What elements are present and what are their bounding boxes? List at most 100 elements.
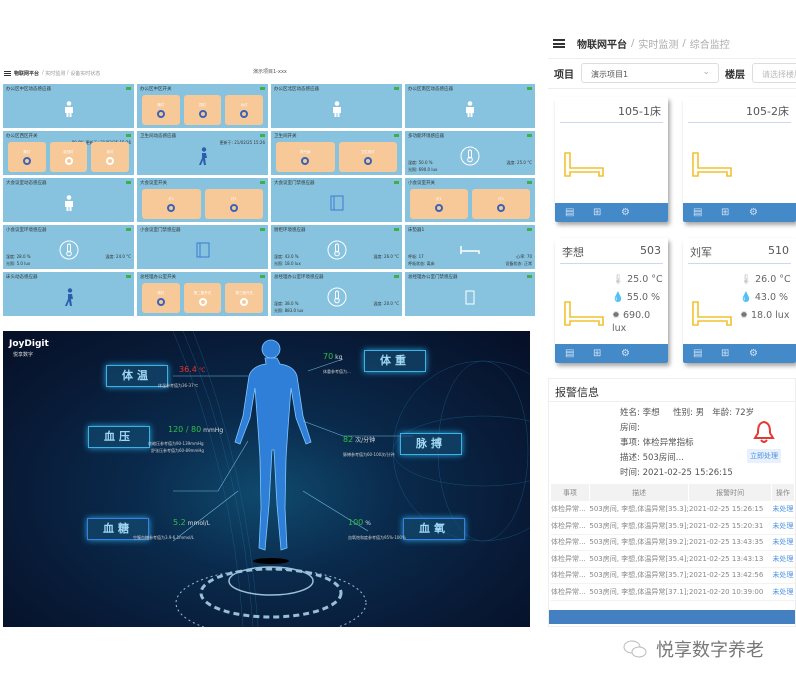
device-tile[interactable]: 总经理办公室门禁感应器 <box>405 272 535 316</box>
device-state: 设备状态: 正常 <box>505 261 532 266</box>
device-tile[interactable]: 办公区中区开关 筒灯 顶灯 台灯 <box>137 84 268 128</box>
switch-button[interactable]: 灯1 <box>142 189 201 219</box>
process-link[interactable]: 未处理 <box>771 550 795 568</box>
menu-icon[interactable] <box>4 70 11 76</box>
grid-icon[interactable]: ⊞ <box>593 206 602 218</box>
bed-card[interactable]: 刘军 510 🌡 26.0 °C 💧 43.0 % ✹ 18.0 lux ▤ ⊞ ⚙ <box>683 238 796 363</box>
bell-icon <box>753 420 775 443</box>
temperature-value: 温度: 25.0 °C <box>506 160 532 165</box>
device-tile[interactable]: 床头动态感应器 <box>3 272 134 316</box>
switch-button[interactable]: 灯2 <box>204 189 263 219</box>
settings-icon[interactable]: ⚙ <box>749 347 758 359</box>
process-link[interactable]: 未处理 <box>771 501 795 518</box>
grid-icon[interactable]: ⊞ <box>721 206 730 218</box>
switch-button[interactable]: 灯2 <box>472 189 530 219</box>
switch-button[interactable]: 排气扇 <box>276 142 335 172</box>
switch-button[interactable]: 顶灯 <box>183 95 222 125</box>
device-tile[interactable]: 床垫器1 呼吸: 17 心率: 70 呼吸状态: 离床 设备状态: 正常 <box>405 225 535 269</box>
switch-button[interactable]: 第三路开关 <box>225 283 264 313</box>
health-monitor-image: JoyDigit 悦享数字 体温 36.4 ℃ 体温参考值为36-37℃ 血压 … <box>3 331 530 627</box>
process-link[interactable]: 未处理 <box>771 534 795 551</box>
device-tile[interactable]: 小会议室开关 灯1 灯2 <box>405 178 535 222</box>
online-indicator <box>260 87 265 90</box>
switch-button[interactable]: 卫生间灯 <box>338 142 397 172</box>
column-header: 报警时间 <box>688 484 772 501</box>
menu-icon[interactable] <box>553 39 565 48</box>
device-tile[interactable]: 卫生间动态感应器 更新于: 21/02/25 15:26 <box>137 131 268 175</box>
table-cell: 体检异常... <box>551 583 590 601</box>
power-ring-icon <box>106 156 115 165</box>
humidity-value: 湿度: 38.0 % <box>274 301 299 306</box>
switch-button[interactable]: 射灯 <box>91 142 130 172</box>
power-ring-icon <box>167 203 176 212</box>
thermometer-icon: 🌡 <box>612 274 625 285</box>
report-icon[interactable]: ▤ <box>565 347 575 359</box>
device-tile[interactable]: 办公区南区动态感应器 <box>405 84 535 128</box>
tile-title: 办公区西区开关 <box>6 134 38 139</box>
device-tile[interactable]: 厨柜环境感应器 湿度: 43.0 % 温度: 26.0 °C 光照: 18.0 lux <box>271 225 402 269</box>
grid-icon[interactable]: ⊞ <box>721 347 730 359</box>
report-icon[interactable]: ▤ <box>565 206 575 218</box>
breadcrumb-root[interactable]: 物联网平台 <box>577 40 627 51</box>
power-ring-icon <box>198 297 207 306</box>
switch-label: 卫生间灯 <box>360 149 375 154</box>
device-tile[interactable]: 总经理办公室开关 筒灯 第二路开关 第三路开关 <box>137 272 268 316</box>
project-select[interactable]: 演示项目1 ⌄ <box>581 63 719 83</box>
pulse-value: 82 次/分钟 <box>343 435 376 444</box>
device-tile[interactable]: 办公区中区动态感应器 <box>3 84 134 128</box>
report-icon[interactable]: ▤ <box>693 347 703 359</box>
thermometer-icon <box>271 235 402 265</box>
tile-title: 小会议室环境感应器 <box>6 228 47 233</box>
device-tile[interactable]: 大会议室开关 灯1 灯2 <box>137 178 268 222</box>
switch-button[interactable]: 筒灯 <box>142 95 180 125</box>
bed-card[interactable]: 105-1床 ▤ ⊞ ⚙ <box>555 97 668 222</box>
settings-icon[interactable]: ⚙ <box>621 347 630 359</box>
breadcrumb-item[interactable]: 实时监测 <box>638 40 679 51</box>
tile-title: 多功能环境感应器 <box>408 134 444 139</box>
bed-card[interactable]: 李想 503 🌡 25.0 °C 💧 55.0 % ✹ 690.0 lux ▤ ⊞ ⚙ <box>555 238 668 363</box>
switch-button[interactable]: 第二路开关 <box>183 283 222 313</box>
table-row: 体检异常... 503房间, 李想,体温异常[35.9]; 2021-02-25 1… <box>551 517 795 535</box>
alarm-title: 报警信息 <box>555 386 599 399</box>
process-link[interactable]: 未处理 <box>771 583 795 601</box>
device-tile[interactable]: 小会议室门禁感应器 <box>137 225 268 269</box>
device-tile[interactable]: 小会议室环境感应器 湿度: 28.0 % 温度: 24.0 °C 光照: 5.0 lu… <box>3 225 134 269</box>
settings-icon[interactable]: ⚙ <box>749 206 758 218</box>
breadcrumb-root[interactable]: 物联网平台 <box>14 70 40 77</box>
power-ring-icon <box>301 156 310 165</box>
grid-icon[interactable]: ⊞ <box>593 347 602 359</box>
switch-button[interactable]: 吸顶灯 <box>49 142 88 172</box>
bed-card[interactable]: 105-2床 ▤ ⊞ ⚙ <box>683 97 796 222</box>
device-tile[interactable]: 总经理办公室环境感应器 湿度: 38.0 % 温度: 20.0 °C 光照: 883.… <box>271 272 402 316</box>
switch-button[interactable]: 筒灯 <box>142 283 180 313</box>
switch-button[interactable]: 灯1 <box>410 189 468 219</box>
device-tile[interactable]: 办公区北区动态感应器 <box>271 84 402 128</box>
table-cell: 503房间, 李想,体温异常[37.1]; <box>589 583 689 601</box>
device-tile[interactable]: 大会议室动态感应器 <box>3 178 134 222</box>
humidity-value: 湿度: 43.0 % <box>274 254 299 259</box>
switch-label: 吸顶灯 <box>63 149 74 154</box>
humidity-value: 43.0 % <box>754 292 789 303</box>
handle-now-button[interactable]: 立即处理 <box>747 449 781 463</box>
device-tile[interactable]: 办公区西区开关80.0% 更新于: 21/02/25 15:26筒灯吸顶灯射灯 <box>3 131 134 175</box>
device-tile[interactable]: 卫生间开关 排气扇 卫生间灯 <box>271 131 402 175</box>
online-indicator <box>394 87 399 90</box>
walker-icon <box>3 282 134 312</box>
heart-rate-value: 心率: 70 <box>516 254 532 259</box>
switch-button[interactable]: 筒灯 <box>8 142 46 172</box>
device-tile[interactable]: 多功能环境感应器 湿度: 50.0 % 温度: 25.0 °C 光照: 690.0 l… <box>405 131 535 175</box>
alarm-name: 姓名: 李想 <box>620 408 660 418</box>
alarm-info-panel: 报警信息 姓名: 李想 性别: 男 年龄: 72岁 房间: 事项: 体检异常指标… <box>548 378 796 627</box>
tile-title: 总经理办公室环境感应器 <box>274 275 324 280</box>
process-link[interactable]: 未处理 <box>771 567 795 584</box>
settings-icon[interactable]: ⚙ <box>621 206 630 218</box>
switch-button[interactable]: 台灯 <box>225 95 264 125</box>
floor-select[interactable]: 请选择楼层 <box>752 63 796 83</box>
tile-title: 大会议室动态感应器 <box>6 181 47 186</box>
report-icon[interactable]: ▤ <box>693 206 703 218</box>
bed-icon <box>405 235 535 265</box>
breadcrumb-item[interactable]: 实时监测 <box>45 70 66 77</box>
person-icon <box>3 188 134 218</box>
device-tile[interactable]: 大会议室门禁感应器 <box>271 178 402 222</box>
process-link[interactable]: 未处理 <box>771 517 795 535</box>
